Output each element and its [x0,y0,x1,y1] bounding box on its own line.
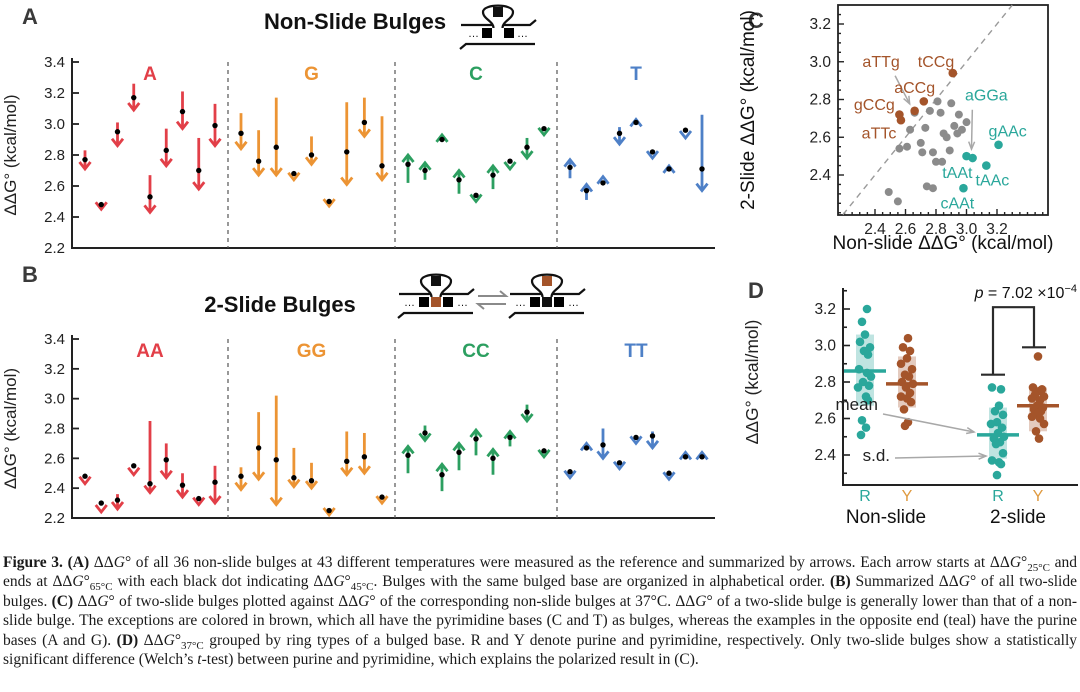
panel-d-label: D [748,278,764,303]
svg-text:ΔΔG° (kcal/mol): ΔΔG° (kcal/mol) [1,368,20,489]
svg-text:CC: CC [462,341,490,362]
svg-text:3.2: 3.2 [44,85,65,102]
svg-text:3.2: 3.2 [809,16,831,33]
svg-text:2.4: 2.4 [44,209,65,226]
svg-text:3.0: 3.0 [809,54,831,71]
svg-text:…: … [468,28,479,40]
panel-a-arrow-chart: 2.2 2.4 2.6 2.8 3.0 3.2 3.4 ΔΔG° (kcal/mol) A G C T… [1,4,715,257]
svg-text:mean: mean [835,395,878,414]
svg-text:p = 7.02 ×10−4: p = 7.02 ×10−4 [974,283,1077,302]
svg-text:ΔΔG° (kcal/mol): ΔΔG° (kcal/mol) [742,320,762,445]
svg-text:2.8: 2.8 [925,221,947,238]
svg-text:aTTg: aTTg [862,54,899,71]
svg-text:aGGa: aGGa [965,88,1008,105]
svg-text:Non-slide ΔΔG° (kcal/mol): Non-slide ΔΔG° (kcal/mol) [833,233,1054,254]
panel-c-label: C [748,8,764,33]
svg-text:3.0: 3.0 [44,391,65,408]
svg-text:2.4: 2.4 [809,167,831,184]
svg-text:C: C [469,64,483,85]
svg-text:tCCg: tCCg [918,54,954,71]
svg-text:2.6: 2.6 [44,450,65,467]
svg-text:R: R [992,488,1004,505]
svg-text:3.2: 3.2 [44,361,65,378]
svg-text:Non-slide: Non-slide [846,507,926,528]
svg-text:aCCg: aCCg [894,80,935,97]
svg-text:tAAt: tAAt [942,165,973,182]
figure-caption: Figure 3. (A) ΔΔG° of all 36 non-slide b… [3,554,1078,669]
panel-a-label: A [22,4,38,29]
svg-text:AA: AA [136,341,164,362]
svg-text:3.0: 3.0 [44,116,65,133]
svg-text:2.6: 2.6 [814,411,836,428]
svg-text:2.8: 2.8 [809,92,831,109]
svg-text:aTTc: aTTc [862,125,897,142]
svg-text:2-slide: 2-slide [990,507,1046,528]
svg-text:A: A [143,64,157,85]
svg-text:TT: TT [624,341,648,362]
svg-text:…: … [568,297,579,309]
svg-text:3.2: 3.2 [814,301,836,318]
svg-text:2.2: 2.2 [44,510,65,527]
svg-text:…: … [515,297,526,309]
svg-text:2.6: 2.6 [44,178,65,195]
svg-text:…: … [517,28,528,40]
svg-text:3.4: 3.4 [44,54,65,71]
svg-text:…: … [404,297,415,309]
svg-text:G: G [304,64,319,85]
svg-text:2.8: 2.8 [814,374,836,391]
svg-text:2.6: 2.6 [809,129,831,146]
svg-text:2.6: 2.6 [895,221,917,238]
svg-text:R: R [859,488,871,505]
svg-text:gCCg: gCCg [854,97,895,114]
panel-b-label: B [22,262,38,287]
svg-text:GG: GG [297,341,327,362]
svg-text:cAAt: cAAt [940,195,974,212]
svg-text:Y: Y [902,488,913,505]
svg-text:tAAc: tAAc [976,173,1010,190]
svg-text:2.4: 2.4 [864,221,886,238]
svg-text:s.d.: s.d. [863,446,890,465]
svg-text:2-Slide ΔΔG° (kcal/mol): 2-Slide ΔΔG° (kcal/mol) [738,10,759,210]
svg-text:2.4: 2.4 [814,447,836,464]
panel-c-scatter-chart: 2.4 2.6 2.8 3.0 3.2 2.4 2.6 2.8 3.0 3.2 aTTg tCCg gC… [738,4,1054,254]
svg-text:3.0: 3.0 [814,338,836,355]
svg-text:gAAc: gAAc [989,124,1027,141]
svg-text:…: … [457,297,468,309]
svg-text:2.2: 2.2 [44,240,65,257]
svg-text:ΔΔG° (kcal/mol): ΔΔG° (kcal/mol) [1,94,20,215]
panel-b-arrow-chart: 2.2 2.4 2.6 2.8 3.0 3.2 3.4 ΔΔG° (kcal/mol) AA GG… [1,273,715,527]
svg-text:Y: Y [1033,488,1044,505]
svg-text:2.8: 2.8 [44,147,65,164]
svg-text:3.0: 3.0 [956,221,978,238]
panel-d-strip-chart: 2.4 2.6 2.8 3.0 3.2 ΔΔG° (kcal/mol) R Y R Y Non-sl… [742,283,1078,528]
panel-a-title: Non-Slide Bulges [263,9,447,34]
svg-text:2.8: 2.8 [44,421,65,438]
panel-b-title: 2-Slide Bulges [204,292,356,317]
svg-text:2.4: 2.4 [44,480,65,497]
svg-text:T: T [630,64,642,85]
svg-text:3.4: 3.4 [44,331,65,348]
svg-text:3.2: 3.2 [986,221,1008,238]
